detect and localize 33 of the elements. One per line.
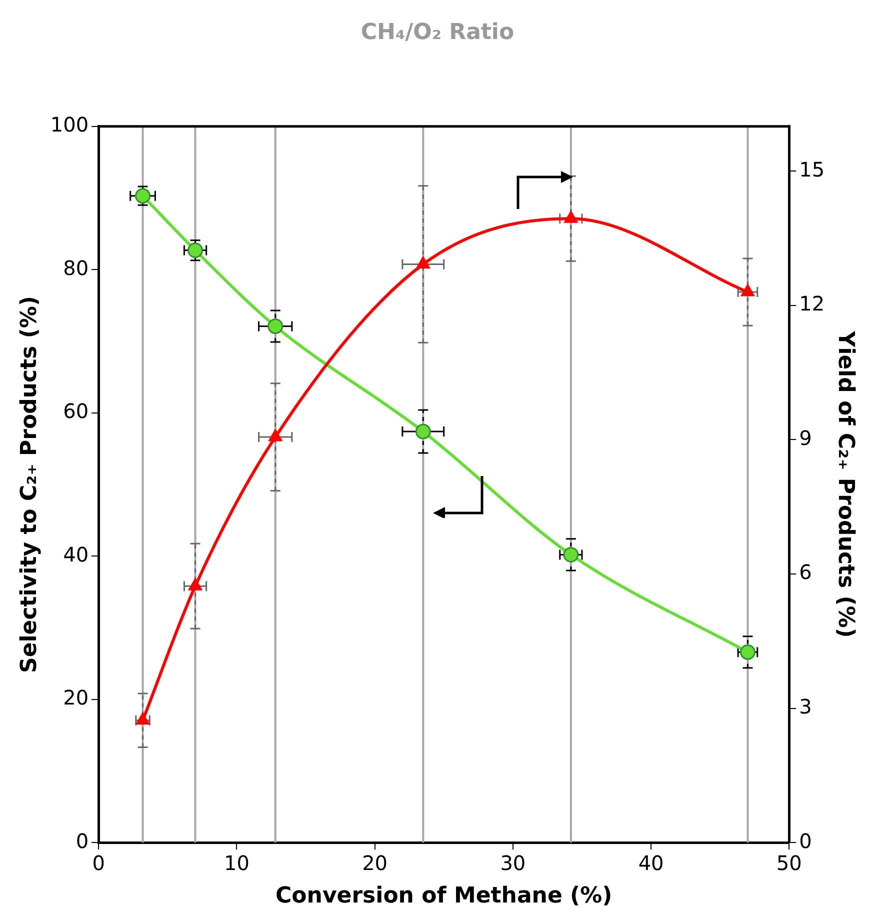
x-tick-label: 30 — [500, 850, 526, 875]
x-tick-label: 0 — [92, 850, 105, 875]
y-tick-label: 60 — [63, 399, 89, 424]
point — [268, 429, 282, 442]
y2-tick-label: 0 — [799, 828, 812, 853]
point — [564, 210, 578, 223]
point — [268, 318, 284, 334]
point — [416, 256, 430, 269]
x-axis-title: Conversion of Methane (%) — [276, 884, 612, 909]
x-tick-label: 50 — [776, 850, 802, 875]
point — [563, 546, 579, 562]
point — [415, 424, 431, 440]
x-tick-label: 20 — [362, 850, 388, 875]
y-tick-label: 40 — [63, 542, 89, 566]
y-tick-label: 0 — [76, 828, 89, 853]
y-axis-title: Selectivity to C₂₊ Products (%) — [16, 296, 42, 674]
y2-tick-label: 12 — [799, 292, 825, 316]
point — [740, 284, 755, 296]
point — [188, 242, 204, 258]
point — [188, 578, 202, 590]
point — [740, 644, 756, 660]
x-tick-label: 40 — [638, 850, 664, 875]
y2-tick-label: 3 — [799, 694, 812, 719]
y-tick-label: 80 — [63, 256, 89, 280]
y2-tick-label: 15 — [799, 157, 825, 182]
point — [135, 188, 151, 204]
x-tick-label: 10 — [224, 850, 250, 875]
chart-title: CH₄/O₂ Ratio — [360, 20, 514, 45]
y2-axis-title: Yield of C₂₊ Products (%) — [833, 330, 858, 638]
y2-tick-label: 9 — [799, 426, 812, 450]
y-tick-label: 100 — [50, 112, 89, 137]
y-tick-label: 20 — [63, 686, 89, 710]
y2-tick-label: 6 — [799, 560, 812, 584]
